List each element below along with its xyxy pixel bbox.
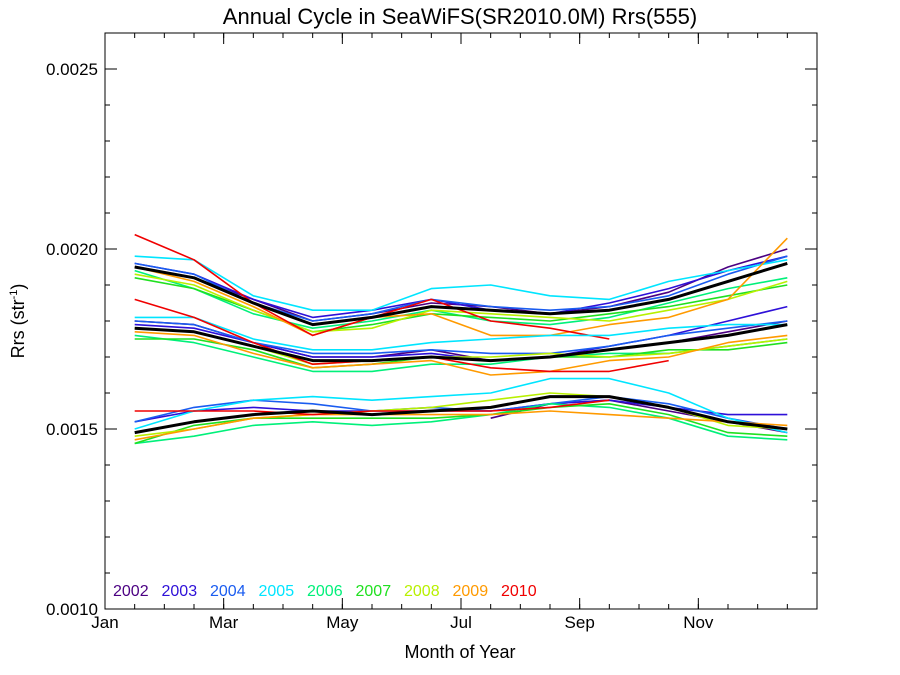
- series-lines: [134, 233, 788, 445]
- legend-item: 2006: [307, 583, 343, 600]
- y-axis-label: Rrs (str-1): [8, 284, 28, 359]
- y-tick-label: 0.0015: [46, 420, 98, 439]
- y-tick-label: 0.0020: [46, 240, 98, 259]
- legend-item: 2008: [404, 583, 440, 600]
- legend-item: 2002: [113, 583, 149, 600]
- legend-item: 2010: [501, 583, 537, 600]
- y-tick-label: 0.0010: [46, 600, 98, 619]
- x-tick-label: Sep: [565, 613, 595, 632]
- chart-title: Annual Cycle in SeaWiFS(SR2010.0M) Rrs(5…: [223, 4, 697, 29]
- series-line-mid: [134, 316, 788, 351]
- x-tick-label: Nov: [683, 613, 714, 632]
- legend-item: 2009: [453, 583, 489, 600]
- legend-item: 2004: [210, 583, 246, 600]
- series-line-low: [134, 399, 610, 416]
- legend: 2002 2003 2004 2005 2006 2007 2008 2009 2010: [113, 583, 537, 600]
- y-axis-label-sup: -1: [8, 290, 20, 300]
- x-tick-label: Jul: [450, 613, 472, 632]
- series-line-mid: [134, 320, 788, 355]
- series-line-mean-low: [134, 395, 788, 435]
- series-line-high: [134, 269, 788, 329]
- plot-area: 0.0010 0.0015 0.0020 0.0025 Jan Mar May Jul Sep N…: [46, 32, 818, 632]
- legend-item: 2003: [162, 583, 198, 600]
- axis-tick-labels: 0.0010 0.0015 0.0020 0.0025 Jan Mar May Jul Sep N…: [46, 60, 714, 632]
- x-axis-label: Month of Year: [404, 642, 515, 662]
- x-tick-label: Mar: [209, 613, 239, 632]
- axis-ticks: [104, 32, 818, 610]
- y-axis-label-main: Rrs (str: [8, 299, 28, 358]
- series-line-high: [134, 255, 788, 311]
- legend-item: 2007: [356, 583, 392, 600]
- series-line-low: [134, 410, 788, 441]
- series-line-high: [134, 273, 788, 333]
- series-line-mean-mid: [134, 323, 788, 363]
- legend-item: 2005: [259, 583, 295, 600]
- plot-frame: [104, 32, 818, 610]
- series-line-low: [134, 403, 788, 445]
- series-line-low: [134, 377, 788, 434]
- x-tick-label: May: [326, 613, 359, 632]
- series-line-mid: [134, 331, 788, 376]
- y-axis-label-close: ): [8, 284, 28, 290]
- series-line-high: [134, 237, 788, 337]
- series-line-mean-high: [134, 261, 788, 327]
- x-tick-label: Jan: [91, 613, 118, 632]
- y-tick-label: 0.0025: [46, 60, 98, 79]
